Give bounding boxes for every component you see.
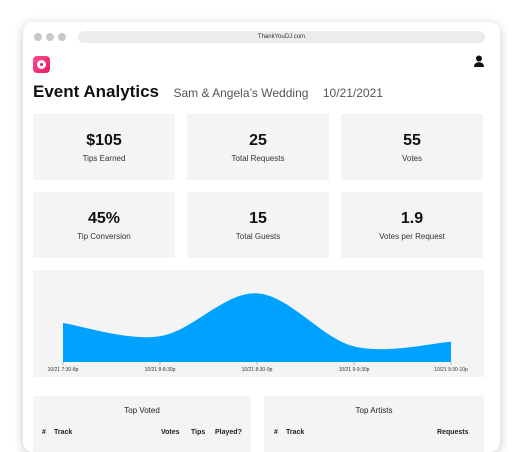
- stat-label: Votes per Request: [379, 232, 445, 241]
- column-header-requests[interactable]: Requests: [437, 429, 469, 436]
- stat-label: Votes: [401, 154, 422, 163]
- chart-area-series: [63, 293, 451, 362]
- top-artists-panel: Top Artists # Track Requests: [264, 396, 484, 452]
- stat-value: 25: [249, 132, 267, 149]
- stat-card-votes: 55 Votes: [341, 114, 483, 180]
- column-header-track[interactable]: Track: [54, 429, 73, 436]
- stat-label: Total Requests: [231, 154, 285, 163]
- x-axis-tick-label: 10/21 9-9:30p: [339, 367, 370, 373]
- stat-card-total-requests: 25 Total Requests: [187, 114, 329, 180]
- stat-label: Tip Conversion: [77, 232, 131, 241]
- x-axis-tick-label: 10/21 8:30-9p: [242, 367, 273, 373]
- activity-chart: 10/21 7:30-8p 10/21 8-8:30p 10/21 8:30-9p 1…: [48, 293, 468, 373]
- window-close-dot[interactable]: [34, 33, 42, 41]
- top-voted-title: Top Voted: [124, 406, 160, 415]
- stat-value: 55: [403, 132, 421, 149]
- window-maximize-dot[interactable]: [58, 33, 66, 41]
- browser-titlebar: ThankYouDJ.com: [23, 22, 500, 52]
- top-voted-panel: Top Voted # Track Votes Tips Played?: [33, 396, 251, 452]
- user-icon[interactable]: [472, 54, 486, 68]
- page-header: Event Analytics Sam & Angela’s Wedding 1…: [33, 82, 383, 106]
- stat-card-tip-conversion: 45% Tip Conversion: [33, 192, 175, 258]
- window-minimize-dot[interactable]: [46, 33, 54, 41]
- column-header-votes[interactable]: Votes: [161, 429, 180, 436]
- event-date: 10/21/2021: [322, 86, 383, 100]
- stat-card-total-guests: 15 Total Guests: [187, 192, 329, 258]
- x-axis-tick-label: 10/21 9:30-10p: [434, 367, 468, 373]
- stat-value: $105: [86, 132, 122, 149]
- stat-label: Total Guests: [235, 232, 281, 241]
- column-header-played[interactable]: Played?: [215, 429, 242, 436]
- stat-card-votes-per-request: 1.9 Votes per Request: [341, 192, 483, 258]
- page-title: Event Analytics: [33, 82, 159, 101]
- x-axis-tick-label: 10/21 8-8:30p: [145, 367, 176, 373]
- stat-value: 1.9: [400, 210, 424, 227]
- column-header-track[interactable]: Track: [286, 429, 305, 436]
- column-header-rank[interactable]: #: [42, 429, 46, 436]
- stat-card-tips-earned: $105 Tips Earned: [33, 114, 175, 180]
- top-artists-title: Top Artists: [355, 406, 393, 415]
- stat-value: 45%: [87, 210, 121, 227]
- column-header-tips[interactable]: Tips: [191, 429, 206, 436]
- app-logo-icon[interactable]: [33, 56, 50, 73]
- x-axis-tick-label: 10/21 7:30-8p: [48, 367, 79, 373]
- url-bar[interactable]: ThankYouDJ.com: [78, 31, 485, 43]
- stat-label: Tips Earned: [82, 154, 126, 163]
- activity-chart-panel: 10/21 7:30-8p 10/21 8-8:30p 10/21 8:30-9p 1…: [33, 270, 484, 377]
- browser-window: ThankYouDJ.com Event Analytics Sam & Ang…: [23, 22, 500, 452]
- event-name: Sam & Angela’s Wedding: [173, 86, 309, 100]
- column-header-rank[interactable]: #: [274, 429, 278, 436]
- stat-value: 15: [249, 210, 267, 227]
